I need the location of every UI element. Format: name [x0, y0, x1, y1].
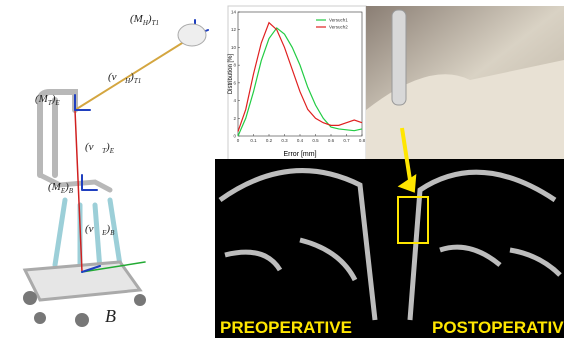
diagram-label: (v⃗T)E [85, 141, 115, 155]
label-part: (M [130, 13, 144, 25]
x-axis-title: Error [mm] [283, 151, 316, 158]
x-tick-label: 0.3 [281, 138, 288, 143]
subscript: T1 [134, 77, 141, 85]
label-part: (v⃗ [108, 71, 125, 83]
diagram-label: (v⃗H)T1 [108, 71, 141, 85]
diagram-label: (MH)T1 [130, 13, 159, 27]
x-tick-label: 0.4 [297, 138, 304, 143]
figure: (MH)T1(v⃗H)T1(MT)E(v⃗T)E(ME)B(v⃗E)B B 00… [0, 0, 564, 338]
y-tick-label: 10 [231, 45, 237, 50]
ct-label: POSTOPERATIVE [432, 318, 564, 337]
x-tick-label: 0.8 [359, 138, 366, 143]
subscript: T1 [152, 19, 159, 27]
label-part: (M [48, 181, 62, 193]
ct-label: PREOPERATIVE [220, 318, 352, 337]
legend-label: Versuch2 [329, 25, 348, 30]
subscript: B [110, 229, 115, 237]
label-part: (v⃗ [85, 141, 102, 153]
x-tick-label: 0.1 [250, 138, 257, 143]
legend-label: Versuch1 [329, 18, 348, 23]
diagram-label: (MT)E [35, 93, 60, 107]
diagram-label: (v⃗E)B [85, 223, 115, 237]
x-tick-label: 0.5 [312, 138, 319, 143]
robot [23, 20, 208, 327]
x-tick-label: 0.6 [328, 138, 335, 143]
x-tick-label: 0.2 [266, 138, 273, 143]
plot-area [238, 12, 362, 136]
probe [392, 10, 406, 105]
subscript: E [109, 147, 115, 155]
x-tick-label: 0.7 [343, 138, 350, 143]
label-part: (M [35, 93, 49, 105]
y-tick-label: 14 [231, 10, 237, 15]
base-label: B [105, 306, 116, 326]
label-part: (v⃗ [85, 223, 102, 235]
y-tick-label: 12 [231, 27, 237, 32]
subscript: B [69, 187, 74, 195]
subscript: E [54, 99, 60, 107]
y-axis-title: Distribution [%] [228, 53, 234, 94]
